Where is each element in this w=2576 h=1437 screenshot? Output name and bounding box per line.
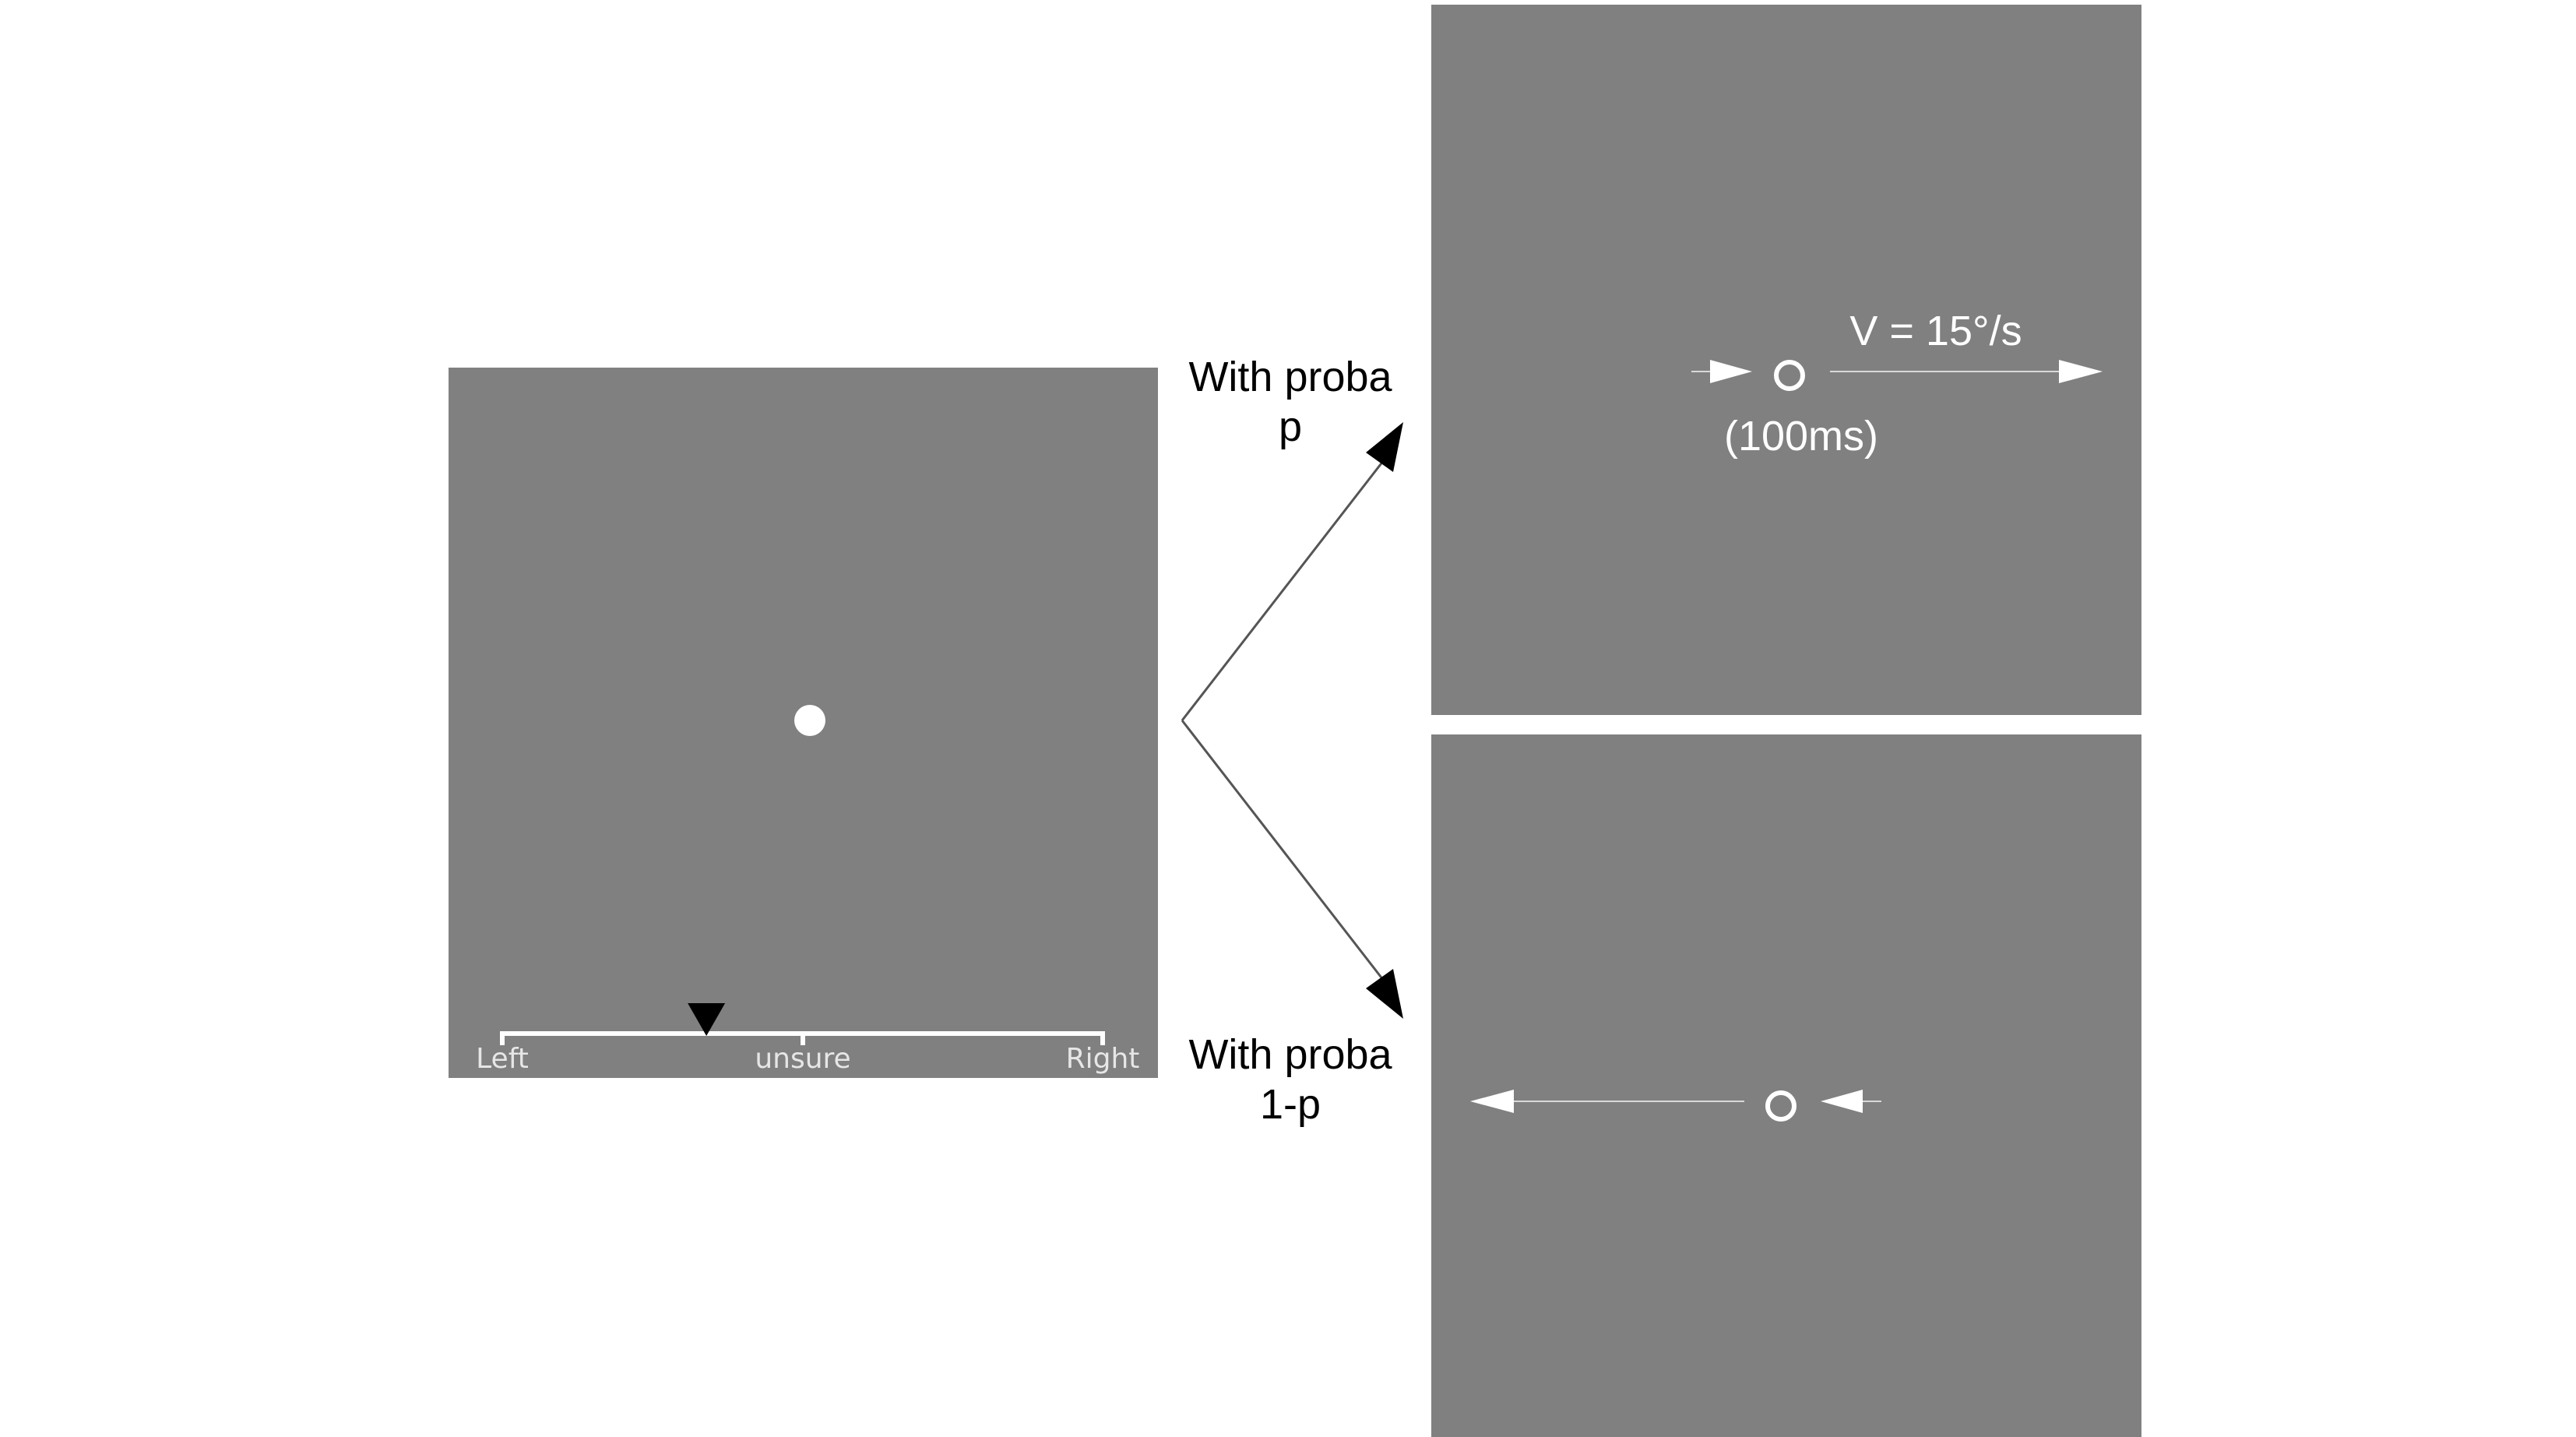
upper-branch-arrowhead [1366, 422, 1403, 472]
rightward-screen-background [1431, 5, 2141, 715]
scale-label-center: unsure [755, 1043, 850, 1075]
branch-arrows [1181, 422, 1403, 1019]
velocity-label: V = 15°/s [1849, 308, 2022, 354]
moving-target-ring [1774, 360, 1805, 391]
lower-branch-label-line1: With proba [1188, 1031, 1392, 1078]
fixation-screen: Left unsure Right [449, 368, 1158, 1078]
arrow-right-icon [2059, 360, 2103, 383]
lower-branch-label-line2: 1-p [1260, 1081, 1321, 1128]
moving-target-ring [1765, 1090, 1797, 1122]
lower-branch-arrowhead [1366, 969, 1403, 1019]
upper-branch-label-line1: With proba [1188, 354, 1392, 400]
duration-label: (100ms) [1724, 413, 1878, 460]
scale-label-left: Left [476, 1043, 529, 1075]
leftward-screen-background [1431, 734, 2141, 1437]
upper-branch-label-line2: p [1279, 403, 1302, 450]
arrow-left-icon [1821, 1090, 1863, 1113]
lower-branch-line [1181, 720, 1388, 984]
arrow-right-icon [1710, 360, 1752, 383]
arrow-left-icon [1470, 1090, 1514, 1113]
scale-label-right: Right [1066, 1043, 1140, 1075]
fixation-target [794, 705, 825, 736]
response-scale: Left unsure Right [476, 1003, 1139, 1075]
leftward-motion-screen [1431, 734, 2141, 1437]
rightward-motion-screen: V = 15°/s (100ms) [1431, 5, 2141, 715]
triangle-down-icon[interactable] [688, 1003, 726, 1036]
upper-branch-line [1181, 456, 1388, 721]
